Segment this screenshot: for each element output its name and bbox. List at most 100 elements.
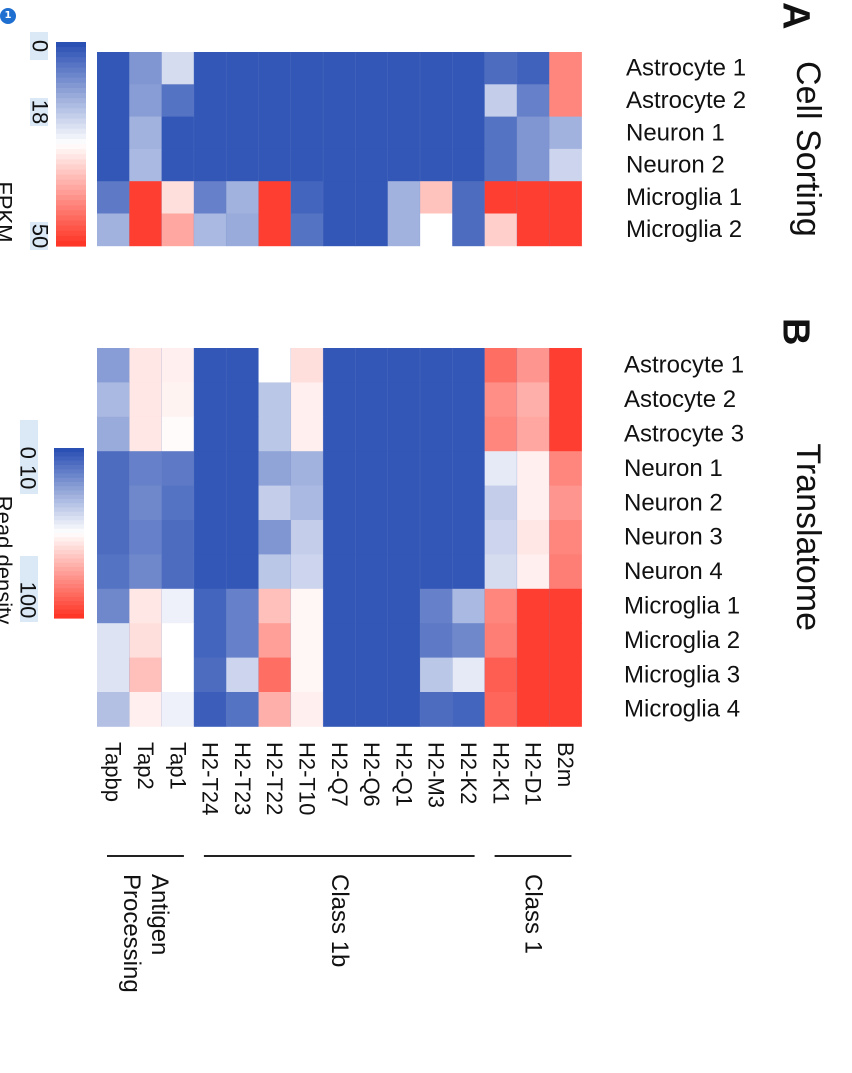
heatmap-cell bbox=[355, 84, 389, 117]
colorbar-b-segment bbox=[54, 567, 84, 572]
heatmap-cell bbox=[161, 451, 195, 486]
heatmap-cell bbox=[97, 348, 130, 383]
heatmap-cell bbox=[258, 451, 292, 486]
heatmap-cell bbox=[516, 657, 550, 693]
colorbar-tick: 50 bbox=[28, 224, 53, 248]
heatmap-cell bbox=[193, 588, 227, 624]
heatmap-cell bbox=[193, 116, 227, 150]
heatmap-cell bbox=[323, 348, 356, 383]
gene-label: H2-T23 bbox=[230, 742, 255, 815]
heatmap-cell bbox=[355, 588, 389, 624]
heatmap-cell bbox=[226, 485, 259, 521]
heatmap-cell bbox=[549, 623, 582, 658]
heatmap-cell bbox=[484, 382, 518, 418]
heatmap-cell bbox=[452, 554, 485, 590]
heatmap-cell bbox=[129, 520, 162, 555]
heatmap-cell bbox=[226, 348, 259, 383]
heatmap-cell bbox=[193, 52, 227, 85]
colorbar-b-segment bbox=[54, 511, 84, 517]
colorbar-a-segment bbox=[56, 57, 86, 63]
heatmap-cell bbox=[484, 588, 518, 624]
heatmap-cell bbox=[97, 692, 130, 727]
heatmap-cell bbox=[420, 181, 453, 214]
heatmap-cell bbox=[193, 623, 227, 658]
heatmap-cell bbox=[452, 148, 485, 182]
panel-letter: B bbox=[775, 318, 817, 345]
heatmap-cell bbox=[258, 213, 292, 247]
heatmap-cell bbox=[484, 623, 518, 658]
row-label: Astrocyte 3 bbox=[624, 421, 744, 448]
colorbar-b-segment bbox=[54, 452, 84, 458]
colorbar-b-segment bbox=[54, 575, 84, 581]
heatmap-cell bbox=[290, 588, 324, 624]
heatmap-cell bbox=[129, 554, 162, 590]
heatmap-cell bbox=[420, 213, 453, 247]
gene-label: H2-T10 bbox=[294, 742, 319, 815]
colorbar-b-segment bbox=[54, 601, 84, 606]
colorbar-label: Read density bbox=[0, 496, 17, 624]
heatmap-cell bbox=[452, 52, 485, 85]
colorbar-a-segment bbox=[56, 225, 86, 232]
heatmap-cell bbox=[226, 52, 259, 85]
heatmap-cell bbox=[516, 348, 550, 383]
heatmap-cell bbox=[355, 348, 389, 383]
group-label: Antigen bbox=[146, 874, 173, 955]
heatmap-cell bbox=[193, 554, 227, 590]
heatmap-cell bbox=[452, 348, 485, 383]
heatmap-cell bbox=[129, 382, 162, 418]
row-label: Microglia 3 bbox=[624, 661, 740, 688]
heatmap-cell bbox=[226, 116, 259, 150]
gene-label: Tapbp bbox=[101, 742, 126, 802]
heatmap-cell bbox=[355, 520, 389, 555]
heatmap-cell bbox=[161, 554, 195, 590]
heatmap-cell bbox=[193, 213, 227, 247]
colorbar-b-segment bbox=[54, 490, 84, 496]
heatmap-cell bbox=[420, 84, 453, 117]
heatmap-cell bbox=[549, 84, 582, 117]
heatmap-cell bbox=[161, 520, 195, 555]
colorbar-b-segment bbox=[54, 554, 84, 560]
gene-label: H2-T24 bbox=[198, 742, 223, 815]
heatmap-cell bbox=[387, 485, 421, 521]
colorbar-a-segment bbox=[56, 67, 86, 74]
colorbar-a-segment bbox=[56, 77, 86, 84]
heatmap-cell bbox=[484, 692, 518, 727]
heatmap-cell bbox=[549, 520, 582, 555]
colorbar-b-segment bbox=[54, 494, 84, 500]
gene-label: H2-Q1 bbox=[391, 742, 416, 807]
heatmap-cell bbox=[226, 692, 259, 727]
colorbar-a-segment bbox=[56, 123, 86, 130]
heatmap-cell bbox=[290, 348, 324, 383]
notification-badge[interactable]: 1 bbox=[0, 8, 16, 24]
colorbar-a-segment bbox=[56, 215, 86, 222]
heatmap-cell bbox=[97, 451, 130, 486]
colorbar-b-segment bbox=[54, 605, 84, 611]
colorbar-b-segment bbox=[54, 499, 84, 504]
heatmap-cell bbox=[161, 181, 195, 214]
heatmap-cell bbox=[420, 623, 453, 658]
heatmap-cell bbox=[323, 657, 356, 693]
colorbar-tick-bg bbox=[20, 556, 38, 622]
heatmap-cell bbox=[161, 116, 195, 150]
heatmap-cell bbox=[549, 416, 582, 452]
heatmap-cell bbox=[97, 554, 130, 590]
colorbar-b-segment bbox=[54, 465, 84, 470]
heatmap-cell bbox=[452, 657, 485, 693]
colorbar-a-segment bbox=[56, 200, 86, 206]
colorbar-b-segment bbox=[54, 524, 84, 530]
heatmap-cell bbox=[193, 416, 227, 452]
heatmap-cell bbox=[387, 588, 421, 624]
gene-label: H2-Q6 bbox=[359, 742, 384, 807]
heatmap-cell bbox=[420, 52, 453, 85]
colorbar-b-segment bbox=[54, 541, 84, 547]
heatmap-cell bbox=[549, 116, 582, 150]
heatmap-cell bbox=[129, 213, 162, 247]
group-label: Class 1b bbox=[326, 874, 353, 967]
heatmap-cell bbox=[161, 692, 195, 727]
heatmap-cell bbox=[484, 657, 518, 693]
heatmap-cell bbox=[290, 116, 324, 150]
heatmap-cell bbox=[193, 148, 227, 182]
colorbar-a-segment bbox=[56, 144, 86, 150]
panel-title: Translatome bbox=[789, 443, 827, 631]
heatmap-cell bbox=[452, 84, 485, 117]
